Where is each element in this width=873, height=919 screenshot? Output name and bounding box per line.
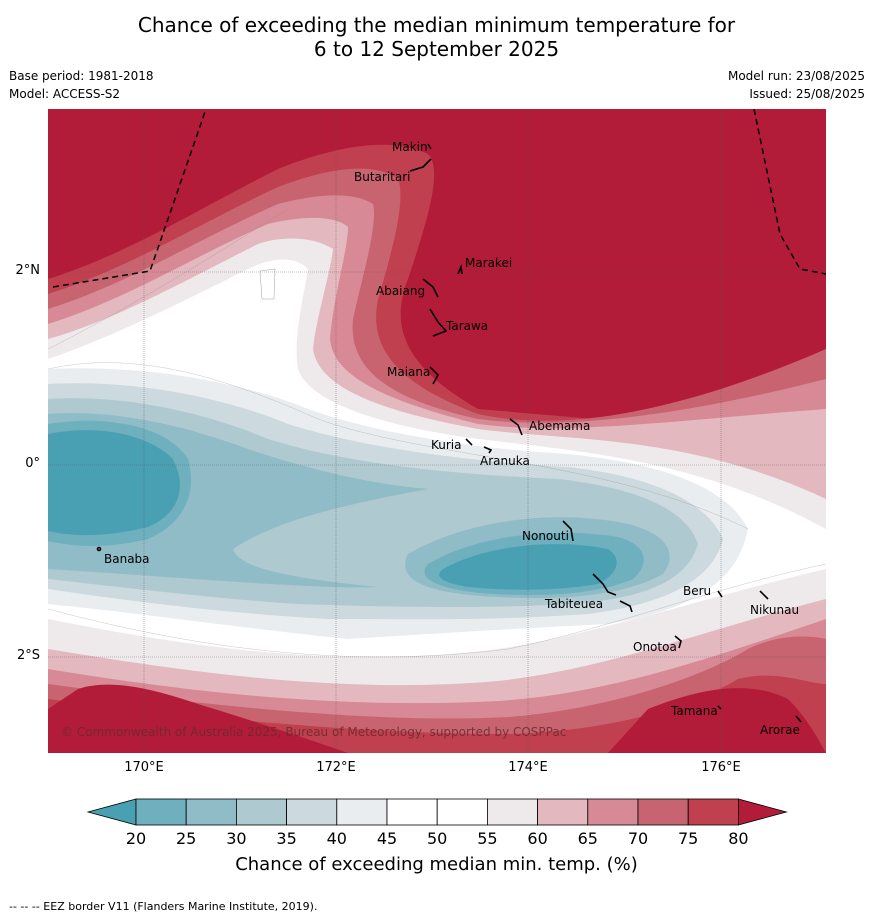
island-label-butaritari: Butaritari bbox=[354, 170, 411, 184]
colorbar-tick-55: 55 bbox=[477, 829, 498, 848]
colorbar-segment-55 bbox=[486, 798, 538, 826]
island-label-tarawa: Tarawa bbox=[445, 319, 488, 333]
island-label-makin: Makin bbox=[392, 140, 428, 154]
island-makin-outline bbox=[427, 143, 432, 150]
island-tamana-outline bbox=[717, 705, 722, 710]
map-title-line1: Chance of exceeding the median minimum t… bbox=[137, 13, 736, 37]
island-nikunau-outline bbox=[759, 590, 769, 600]
colorbar-tick-60: 60 bbox=[527, 829, 548, 848]
eez-border-west bbox=[52, 109, 207, 288]
eez-border-east bbox=[753, 109, 826, 275]
probability-map: Makin Butaritari Marakei Abaiang Tarawa … bbox=[48, 109, 826, 753]
colorbar-tick-75: 75 bbox=[678, 829, 699, 848]
lat-label-0: 0° bbox=[25, 456, 40, 471]
colorbar-tick-65: 65 bbox=[577, 829, 598, 848]
island-tabiteuea-outline bbox=[592, 573, 633, 613]
colorbar-tick-70: 70 bbox=[627, 829, 649, 848]
contour-lines bbox=[48, 208, 826, 658]
contour-core-west bbox=[48, 430, 180, 536]
issued-date: Issued: 25/08/2025 bbox=[749, 87, 865, 101]
colorbar-segment-35 bbox=[286, 798, 338, 826]
island-label-aranuka: Aranuka bbox=[480, 454, 530, 468]
island-butaritari-outline bbox=[409, 158, 432, 172]
colorbar-tick-25: 25 bbox=[176, 829, 197, 848]
model-run-date: Model run: 23/08/2025 bbox=[727, 69, 865, 83]
island-label-nikunau: Nikunau bbox=[750, 603, 799, 617]
colorbar-segment-70 bbox=[637, 798, 689, 826]
colorbar-tick-35: 35 bbox=[276, 829, 297, 848]
island-banaba-outline bbox=[96, 546, 102, 552]
island-tarawa-outline bbox=[429, 308, 448, 337]
colorbar-tick-40: 40 bbox=[326, 829, 347, 848]
island-outlines bbox=[96, 143, 802, 723]
island-arorae-outline bbox=[795, 715, 802, 723]
base-period: Base period: 1981-2018 bbox=[9, 69, 154, 83]
island-maiana-outline bbox=[429, 366, 439, 385]
contour-pocket bbox=[259, 268, 276, 300]
lat-label-2n: 2°N bbox=[15, 263, 41, 278]
island-marakei-outline bbox=[457, 264, 463, 275]
colorbar-tick-30: 30 bbox=[226, 829, 247, 848]
island-label-abemama: Abemama bbox=[529, 419, 590, 433]
model-name: Model: ACCESS-S2 bbox=[9, 87, 121, 101]
colorbar-segment-45 bbox=[386, 798, 438, 826]
colorbar-segment-30 bbox=[235, 798, 287, 826]
graticule bbox=[48, 109, 826, 753]
colorbar-extension-low bbox=[86, 798, 137, 826]
island-nonouti-outline bbox=[562, 520, 574, 542]
lon-label-170e: 170°E bbox=[124, 760, 164, 775]
colorbar-segment-50 bbox=[436, 798, 488, 826]
island-abaiang-outline bbox=[422, 278, 439, 298]
island-label-arorae: Arorae bbox=[760, 723, 800, 737]
contour-band-80-southeast bbox=[608, 688, 826, 753]
island-abemama-outline bbox=[509, 418, 523, 436]
colorbar-tick-50: 50 bbox=[427, 829, 448, 848]
colorbar-segment-60 bbox=[537, 798, 589, 826]
island-label-banaba: Banaba bbox=[104, 552, 150, 566]
colorbar-segment-25 bbox=[185, 798, 237, 826]
colorbar-segment-20 bbox=[135, 798, 187, 826]
island-onotoa-outline bbox=[674, 635, 682, 649]
colorbar-tick-20: 20 bbox=[125, 829, 147, 848]
island-label-abaiang: Abaiang bbox=[376, 284, 425, 298]
island-label-tamana: Tamana bbox=[670, 704, 718, 718]
island-label-kuria: Kuria bbox=[431, 438, 462, 452]
colorbar-segments bbox=[86, 798, 788, 826]
island-label-onotoa: Onotoa bbox=[633, 640, 677, 654]
colorbar-tick-80: 80 bbox=[728, 829, 749, 848]
colorbar-label: Chance of exceeding median min. temp. (%… bbox=[235, 854, 638, 875]
colorbar-tick-45: 45 bbox=[376, 829, 398, 848]
colorbar-segment-65 bbox=[587, 798, 639, 826]
contour-core-east bbox=[439, 544, 617, 590]
colorbar-segment-75 bbox=[687, 798, 739, 826]
island-kuria-outline bbox=[465, 438, 473, 446]
colorbar-segment-40 bbox=[336, 798, 388, 826]
copyright-notice: © Commonwealth of Australia 2025, Bureau… bbox=[61, 725, 566, 739]
colorbar bbox=[86, 798, 788, 826]
lat-label-2s: 2°S bbox=[16, 648, 40, 663]
map-title-line2: 6 to 12 September 2025 bbox=[313, 37, 560, 61]
lon-label-176e: 176°E bbox=[701, 760, 741, 775]
lon-label-174e: 174°E bbox=[508, 760, 548, 775]
island-aranuka-outline bbox=[483, 446, 493, 454]
island-beru-outline bbox=[717, 590, 723, 598]
lon-label-172e: 172°E bbox=[316, 760, 356, 775]
contour-band-80-southwest bbox=[48, 684, 348, 753]
island-label-maiana: Maiana bbox=[387, 365, 430, 379]
eez-footnote: -- -- -- EEZ border V11 (Flanders Marine… bbox=[9, 900, 318, 913]
island-label-nonouti: Nonouti bbox=[522, 529, 569, 543]
colorbar-extension-high bbox=[738, 798, 788, 826]
island-label-beru: Beru bbox=[683, 584, 711, 598]
island-label-marakei: Marakei bbox=[465, 256, 512, 270]
island-label-tabiteuea: Tabiteuea bbox=[544, 597, 603, 611]
